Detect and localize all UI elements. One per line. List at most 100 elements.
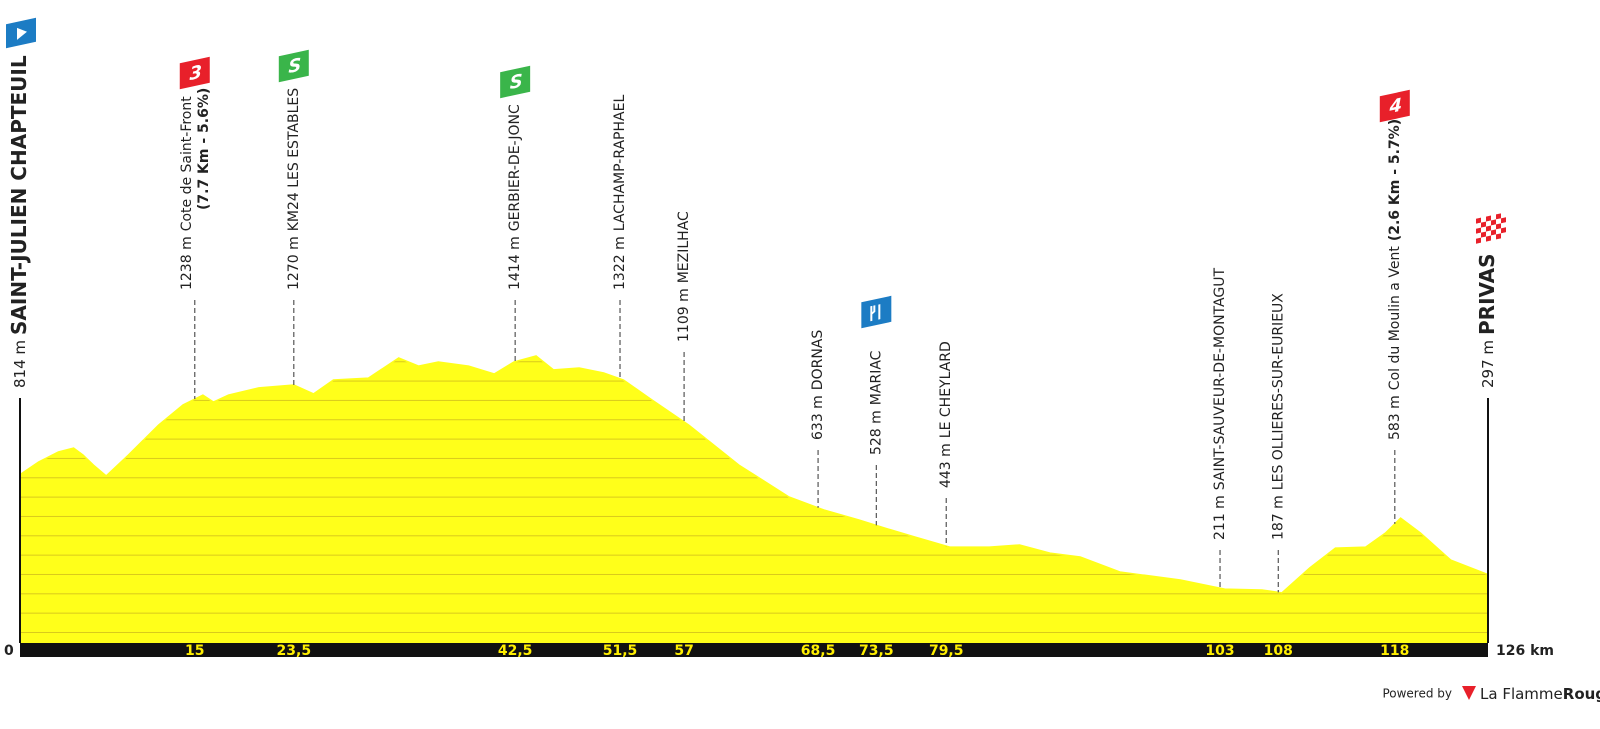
waypoint-altitude: 1109 m: [676, 288, 692, 342]
finish-check: [1496, 213, 1501, 220]
finish-check: [1481, 236, 1486, 243]
waypoint-name: KM24 LES ESTABLES: [286, 88, 302, 232]
finish-check: [1481, 231, 1486, 238]
waypoint-label: 211 m SAINT-SAUVEUR-DE-MONTAGUT: [1212, 268, 1228, 540]
badge-box: [179, 56, 210, 90]
waypoint-name: GERBIER-DE-JONC: [507, 104, 523, 231]
start-arrow: [17, 27, 27, 40]
waypoint-altitude: 814 m: [11, 340, 29, 388]
finish-check: [1491, 229, 1496, 236]
finish-check: [1476, 222, 1481, 229]
waypoint-label: 443 m LE CHEYLARD: [938, 341, 954, 488]
badge-box: [500, 65, 531, 99]
finish-check: [1486, 235, 1491, 242]
brand-name: La FlammeRouge: [1480, 685, 1600, 703]
x-tick-label: 108: [1264, 643, 1293, 659]
x-tick-label: 126 km: [1496, 643, 1554, 659]
waypoint-name: DORNAS: [810, 330, 826, 391]
waypoint-label: 583 m Col du Moulin a Vent (2.6 Km - 5.7%): [1387, 119, 1403, 440]
badge-text: S: [510, 71, 523, 95]
finish-check: [1496, 233, 1501, 240]
finish-check: [1501, 217, 1506, 224]
brand-logo: [1462, 686, 1476, 700]
profile-fill: [20, 356, 1488, 643]
finish-check: [1476, 237, 1481, 244]
waypoint-altitude: 187 m: [1270, 495, 1286, 540]
finish-check: [1486, 220, 1491, 227]
waypoint-altitude: 528 m: [868, 410, 884, 455]
finish-check: [1481, 216, 1486, 223]
waypoint-detail: (7.7 Km - 5.6%): [196, 88, 212, 210]
finish-check: [1496, 223, 1501, 230]
x-tick-label: 79,5: [929, 643, 964, 659]
finish-check: [1496, 218, 1501, 225]
finish-check: [1476, 217, 1481, 224]
waypoint-label: 1414 m GERBIER-DE-JONC: [507, 104, 523, 290]
brand-bold: Rouge: [1563, 685, 1600, 703]
finish-check: [1491, 219, 1496, 226]
x-tick-label: 51,5: [603, 643, 638, 659]
waypoint-label: 1238 m Cote de Saint-Front: [179, 96, 195, 290]
finish-check: [1486, 230, 1491, 237]
waypoint-name: SAINT-SAUVEUR-DE-MONTAGUT: [1212, 268, 1228, 491]
waypoint-name: SAINT-JULIEN CHAPTEUIL: [7, 55, 31, 335]
x-tick-label: 73,5: [859, 643, 894, 659]
waypoint-altitude: 583 m: [1387, 395, 1403, 440]
x-tick-label: 15: [185, 643, 204, 659]
badge-text: 3: [190, 62, 203, 85]
finish-icon: [1476, 212, 1506, 244]
finish-check: [1476, 227, 1481, 234]
badge: 4: [1379, 89, 1410, 123]
waypoint-altitude: 297 m: [1479, 340, 1497, 388]
waypoint-label: 528 m MARIAC: [868, 350, 884, 455]
x-tick-label: 23,5: [277, 643, 312, 659]
finish-check: [1491, 224, 1496, 231]
badge: 3: [179, 56, 210, 90]
profile-line: [19, 355, 1489, 594]
waypoint-label: 187 m LES OLLIERES-SUR-EURIEUX: [1270, 293, 1286, 540]
badge: S: [500, 65, 531, 99]
waypoint-altitude: 1270 m: [286, 236, 302, 290]
km-band: [20, 643, 1488, 657]
finish-check: [1491, 234, 1496, 241]
badge-box: [278, 49, 309, 83]
waypoint-label: 297 m PRIVAS: [1475, 253, 1499, 388]
waypoint-name: PRIVAS: [1475, 253, 1499, 335]
finish-check: [1481, 226, 1486, 233]
waypoint-altitude: 211 m: [1212, 495, 1228, 540]
x-tick-label: 118: [1380, 643, 1409, 659]
waypoint-name: Col du Moulin a Vent: [1387, 246, 1403, 391]
finish-check: [1476, 232, 1481, 239]
badge-box: [1379, 89, 1410, 123]
waypoint-altitude: 633 m: [810, 395, 826, 440]
waypoint-label: 1109 m MEZILHAC: [676, 211, 692, 342]
finish-check: [1501, 222, 1506, 229]
finish-check: [1481, 221, 1486, 228]
waypoint-altitude: 1322 m: [612, 236, 628, 290]
x-tick-label: 68,5: [801, 643, 836, 659]
waypoint-altitude: 1414 m: [507, 236, 523, 290]
badge-text: S: [288, 55, 301, 79]
waypoint-name: Cote de Saint-Front: [179, 96, 195, 232]
x-tick-label: 57: [674, 643, 693, 659]
feed-icon: [861, 295, 892, 329]
waypoint-label: 1270 m KM24 LES ESTABLES: [286, 88, 302, 290]
feed-cutlery: [870, 304, 881, 322]
feed-box: [861, 295, 892, 329]
waypoint-altitude: 1238 m: [179, 236, 195, 290]
start-icon: [6, 17, 36, 49]
finish-check: [1486, 225, 1491, 232]
waypoint-altitude: 443 m: [938, 443, 954, 488]
badge: S: [278, 49, 309, 83]
finish-check: [1486, 215, 1491, 222]
waypoint-label: 814 m SAINT-JULIEN CHAPTEUIL: [7, 55, 31, 388]
powered-by: Powered by: [1382, 687, 1452, 701]
waypoint-name: LE CHEYLARD: [938, 341, 954, 438]
finish-check: [1501, 232, 1506, 239]
finish-check: [1501, 212, 1506, 219]
x-tick-label: 0: [4, 643, 14, 659]
x-tick-label: 103: [1205, 643, 1234, 659]
finish-check: [1501, 227, 1506, 234]
